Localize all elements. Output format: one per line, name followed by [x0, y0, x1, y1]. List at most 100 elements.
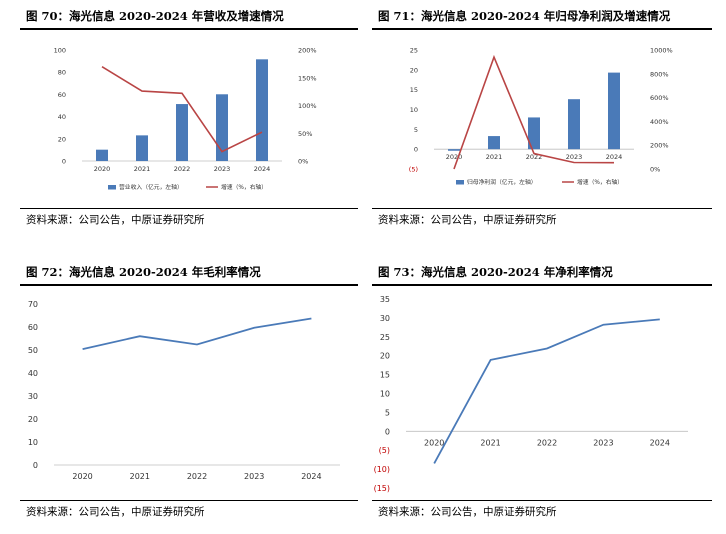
y-left-tick-label: 15	[410, 86, 418, 94]
title-rule	[372, 28, 712, 30]
x-tick-label: 2023	[566, 153, 583, 161]
title-rule	[20, 284, 358, 286]
source-note: 资料来源：公司公告，中原证券研究所	[378, 214, 557, 226]
source-note: 资料来源：公司公告，中原证券研究所	[26, 214, 205, 226]
y-left-tick-label: 80	[58, 69, 66, 77]
y-tick-label: 30	[380, 314, 390, 323]
revenue-chart: 0 20 40 60 80 100 0% 50% 100% 150% 200% 2020 2021 202…	[54, 47, 317, 192]
figure-73-panel: 图 73：海光信息 2020-2024 年净利率情况 (15) (10) (5) 0 5…	[372, 264, 712, 524]
y-tick-label: 5	[385, 408, 390, 417]
figure-70-panel: 图 70：海光信息 2020-2024 年营收及增速情况 0 20 40 60 80 10…	[20, 8, 358, 230]
y-right-tick-label: 400%	[650, 118, 669, 126]
y-left-tick-label: 0	[414, 146, 418, 154]
source-rule	[20, 500, 358, 501]
legend-bar-label: 营业收入（亿元，左轴）	[119, 183, 183, 191]
source-note: 资料来源：公司公告，中原证券研究所	[26, 506, 205, 518]
y-tick-label: 20	[28, 415, 38, 424]
chart-title: 图 73：海光信息 2020-2024 年净利率情况	[378, 265, 613, 279]
y-tick-label: 10	[380, 390, 390, 399]
bar-2022	[528, 117, 540, 150]
y-left-tick-label: 100	[54, 47, 66, 55]
y-tick-label: 25	[380, 333, 390, 342]
y-left-tick-label: 5	[414, 126, 418, 134]
y-right-tick-label: 200%	[298, 47, 317, 55]
y-left-tick-label: 60	[58, 91, 66, 99]
net-profit-chart: (5) 0 5 10 15 20 25 0% 200% 400% 600% 800% 1000% 2020…	[409, 47, 673, 187]
margin-line-series	[82, 317, 312, 350]
x-tick-label: 2020	[424, 438, 444, 447]
y-tick-label: 15	[380, 371, 390, 380]
y-left-tick-label: 20	[410, 66, 418, 74]
gross-margin-chart: 0 10 20 30 40 50 60 70 2020 2021 2022 2023 2024	[28, 300, 340, 481]
bar-2022	[176, 104, 188, 161]
bar-2020	[96, 149, 108, 161]
chart-title: 图 70：海光信息 2020-2024 年营收及增速情况	[26, 9, 284, 23]
legend-bar-label: 归母净利润（亿元，左轴）	[467, 178, 537, 186]
y-right-tick-label: 0%	[298, 158, 308, 166]
title-rule	[372, 284, 712, 286]
x-tick-label: 2021	[480, 438, 500, 447]
x-tick-label: 2022	[187, 472, 207, 481]
bar-2024	[256, 59, 268, 161]
y-left-tick-label: 0	[62, 158, 66, 166]
bar-2020	[448, 149, 460, 151]
source-rule	[372, 500, 712, 501]
y-tick-label: 0	[33, 461, 38, 470]
bar-2021	[488, 136, 500, 150]
chart-title: 图 72：海光信息 2020-2024 年毛利率情况	[26, 265, 261, 279]
x-tick-label: 2021	[130, 472, 150, 481]
y-right-tick-label: 600%	[650, 94, 669, 102]
y-tick-label: 35	[380, 295, 390, 304]
legend-bar-swatch	[456, 180, 464, 185]
y-right-tick-label: 0%	[650, 166, 660, 174]
x-tick-label: 2024	[301, 472, 321, 481]
x-tick-label: 2022	[526, 153, 543, 161]
x-tick-label: 2023	[593, 438, 613, 447]
y-tick-label: (15)	[374, 484, 390, 493]
x-tick-label: 2020	[94, 165, 111, 173]
bar-2024	[608, 72, 620, 150]
x-tick-label: 2020	[446, 153, 463, 161]
x-tick-label: 2022	[537, 438, 557, 447]
legend-line-label: 增速（%，右轴）	[221, 183, 267, 191]
x-tick-label: 2022	[174, 165, 191, 173]
y-right-tick-label: 50%	[298, 130, 312, 138]
title-rule	[20, 28, 358, 30]
y-tick-label: 10	[28, 438, 38, 447]
bar-2023	[568, 99, 580, 150]
legend-bar-swatch	[108, 185, 116, 190]
x-tick-label: 2023	[244, 472, 264, 481]
x-tick-label: 2021	[134, 165, 151, 173]
y-right-tick-label: 1000%	[650, 47, 673, 55]
y-tick-label: 20	[380, 352, 390, 361]
y-tick-label: 30	[28, 392, 38, 401]
y-right-tick-label: 150%	[298, 74, 317, 82]
x-tick-label: 2024	[650, 438, 670, 447]
growth-line-series	[101, 66, 263, 153]
figure-71-panel: 图 71：海光信息 2020-2024 年归母净利润及增速情况 (5) 0 5 10 1…	[372, 8, 712, 230]
source-rule	[372, 208, 712, 209]
x-tick-label: 2024	[606, 153, 623, 161]
y-tick-label: 0	[385, 427, 390, 436]
y-right-tick-label: 800%	[650, 70, 669, 78]
y-left-tick-label: (5)	[409, 166, 418, 174]
margin-line-series	[433, 318, 660, 464]
figure-72-panel: 图 72：海光信息 2020-2024 年毛利率情况 0 10 20 30 40 50 60…	[20, 264, 358, 524]
y-left-tick-label: 25	[410, 47, 418, 55]
bar-2021	[136, 135, 148, 161]
y-right-tick-label: 200%	[650, 142, 669, 150]
y-tick-label: 40	[28, 369, 38, 378]
y-tick-label: 60	[28, 323, 38, 332]
growth-line-series	[453, 54, 615, 170]
bar-2023	[216, 94, 228, 161]
y-left-tick-label: 20	[58, 135, 66, 143]
source-note: 资料来源：公司公告，中原证券研究所	[378, 506, 557, 518]
x-tick-label: 2021	[486, 153, 503, 161]
chart-title: 图 71：海光信息 2020-2024 年归母净利润及增速情况	[378, 9, 671, 23]
y-tick-label: 70	[28, 300, 38, 309]
x-tick-label: 2020	[72, 472, 92, 481]
x-tick-label: 2024	[254, 165, 271, 173]
y-tick-label: (10)	[374, 465, 390, 474]
legend-line-label: 增速（%，右轴）	[577, 178, 623, 186]
y-right-tick-label: 100%	[298, 102, 317, 110]
